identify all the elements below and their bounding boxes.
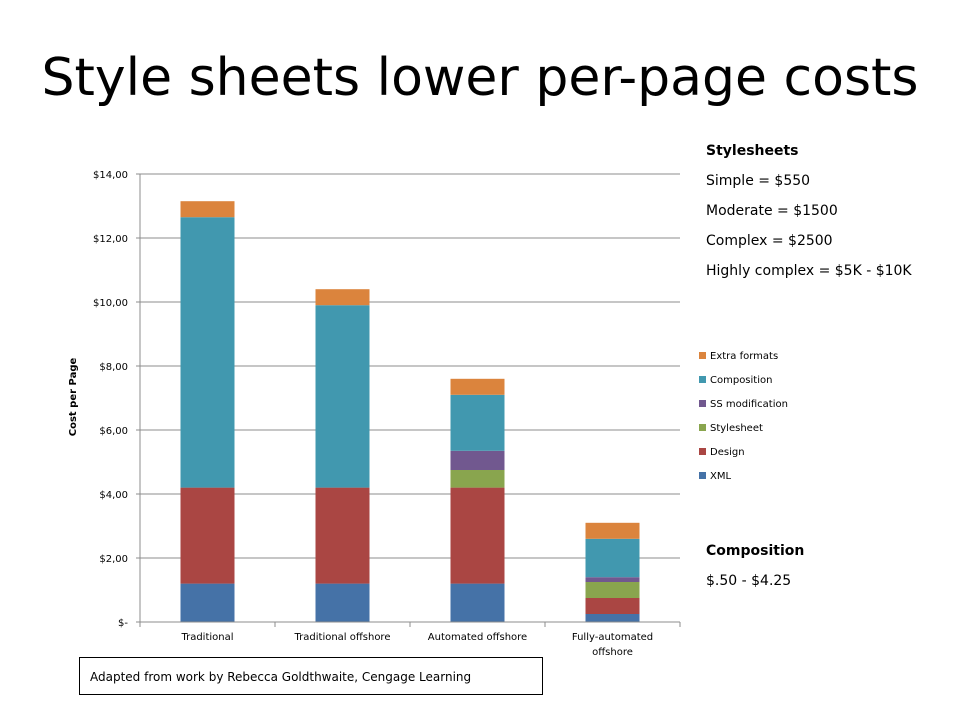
y-axis-title: Cost per Page — [68, 358, 79, 437]
chart-axes: $- $2,00 $4,00 $6,00 $8,00 $10,00 $12,00 $14,00… — [93, 170, 681, 658]
bar-segment — [315, 583, 370, 622]
composition-heading: Composition — [706, 543, 805, 559]
y-tick-label: $2,00 — [99, 554, 128, 565]
stylesheet-simple: Simple = $550 — [706, 173, 811, 189]
stylesheet-complex: Complex = $2500 — [706, 233, 833, 249]
bar-segment — [450, 394, 505, 451]
legend-swatch — [699, 472, 706, 479]
slide-title: Style sheets lower per-page costs — [41, 48, 919, 108]
stylesheet-cost-panel: Stylesheets Simple = $550 Moderate = $15… — [706, 143, 912, 279]
bar-segment — [315, 305, 370, 488]
y-tick-label: $8,00 — [99, 362, 128, 373]
x-category-label: Traditional — [180, 632, 233, 643]
composition-cost-panel: Composition $.50 - $4.25 — [706, 543, 804, 589]
y-tick-label: $4,00 — [99, 490, 128, 501]
y-tick-label: $6,00 — [99, 426, 128, 437]
bar-segment — [180, 217, 235, 488]
bar-segment — [585, 582, 640, 598]
legend-swatch — [699, 400, 706, 407]
bar-segment — [585, 538, 640, 578]
bar-segment — [450, 450, 505, 470]
stylesheet-moderate: Moderate = $1500 — [706, 203, 838, 219]
bar-segment — [585, 598, 640, 614]
chart-bars — [180, 201, 640, 622]
bar-segment — [585, 614, 640, 622]
x-category-label: offshore — [592, 647, 633, 658]
legend-label: Stylesheet — [710, 423, 763, 434]
y-tick-label: $- — [118, 618, 128, 629]
y-tick-label: $12,00 — [93, 234, 128, 245]
chart-legend: Extra formats Composition SS modification S… — [699, 351, 788, 482]
legend-swatch — [699, 376, 706, 383]
legend-swatch — [699, 448, 706, 455]
composition-range: $.50 - $4.25 — [706, 573, 792, 589]
legend-label: XML — [710, 471, 731, 482]
legend-label: Design — [710, 447, 745, 458]
bar-segment — [180, 201, 235, 218]
stylesheet-heading: Stylesheets — [706, 143, 799, 159]
attribution-note: Adapted from work by Rebecca Goldthwaite… — [79, 657, 543, 695]
legend-label: SS modification — [710, 399, 788, 410]
legend-label: Composition — [710, 375, 772, 386]
x-category-label: Fully-automated — [572, 632, 653, 643]
bar-segment — [450, 470, 505, 488]
bar-segment — [315, 289, 370, 306]
bar-segment — [450, 487, 505, 584]
x-category-label: Traditional offshore — [294, 632, 391, 643]
bar-segment — [180, 583, 235, 622]
bar-segment — [315, 487, 370, 584]
bar-segment — [585, 577, 640, 582]
bar-segment — [180, 487, 235, 584]
legend-swatch — [699, 352, 706, 359]
legend-swatch — [699, 424, 706, 431]
bar-segment — [450, 583, 505, 622]
x-category-label: Automated offshore — [428, 632, 527, 643]
bar-segment — [450, 378, 505, 395]
y-tick-label: $14,00 — [93, 170, 128, 181]
y-tick-label: $10,00 — [93, 298, 128, 309]
legend-label: Extra formats — [710, 351, 778, 362]
bar-segment — [585, 522, 640, 539]
stylesheet-highly-complex: Highly complex = $5K - $10K — [706, 263, 912, 279]
